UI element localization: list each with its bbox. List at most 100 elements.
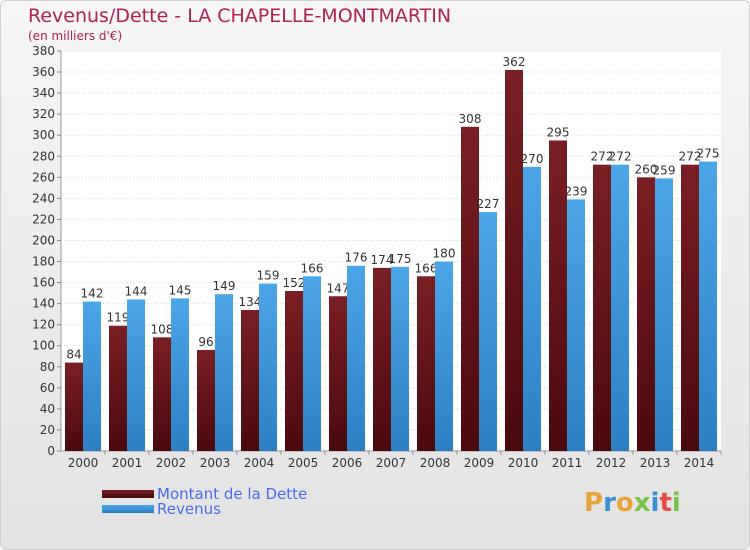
bar-revenue-2011 — [567, 199, 585, 451]
logo-letter: t — [659, 488, 672, 518]
bar-revenue-2001 — [127, 299, 145, 451]
y-tick-label: 160 — [32, 276, 55, 290]
data-label-debt: 272 — [591, 150, 614, 164]
data-label-debt: 260 — [635, 162, 658, 176]
data-label-debt: 166 — [415, 261, 438, 275]
data-label-revenue: 142 — [81, 287, 104, 301]
bar-debt-2011 — [549, 140, 567, 451]
bar-revenue-2005 — [303, 276, 321, 451]
bar-revenue-2009 — [479, 212, 497, 451]
bar-revenue-2008 — [435, 261, 453, 451]
y-tick-label: 280 — [32, 149, 55, 163]
legend-swatch-revenue — [102, 505, 154, 513]
x-tick-label: 2000 — [68, 456, 99, 470]
x-tick-label: 2004 — [244, 456, 275, 470]
x-tick-label: 2002 — [156, 456, 187, 470]
y-tick-label: 240 — [32, 191, 55, 205]
bar-debt-2000 — [65, 362, 83, 451]
bar-debt-2007 — [373, 267, 391, 451]
x-tick-label: 2012 — [596, 456, 627, 470]
chart-title: Revenus/Dette - LA CHAPELLE-MONTMARTIN — [28, 5, 452, 27]
bar-revenue-2002 — [171, 298, 189, 451]
bar-debt-2006 — [329, 296, 347, 451]
bar-revenue-2012 — [611, 164, 629, 451]
data-label-revenue: 144 — [125, 284, 148, 298]
y-tick-label: 260 — [32, 170, 55, 184]
chart-subtitle: (en milliers d'€) — [28, 29, 123, 43]
data-label-debt: 174 — [371, 253, 394, 267]
bar-debt-2005 — [285, 291, 303, 451]
x-tick-label: 2014 — [684, 456, 715, 470]
data-label-debt: 108 — [151, 322, 174, 336]
bar-revenue-2006 — [347, 265, 365, 451]
y-tick-label: 320 — [32, 107, 55, 121]
logo-letter: i — [650, 488, 660, 518]
x-tick-label: 2008 — [420, 456, 451, 470]
bar-revenue-2010 — [523, 166, 541, 451]
legend-swatch-debt — [102, 490, 154, 498]
data-label-debt: 152 — [283, 276, 306, 290]
data-label-debt: 308 — [459, 112, 482, 126]
y-tick-label: 300 — [32, 128, 55, 142]
bar-debt-2010 — [505, 69, 523, 452]
y-tick-label: 60 — [40, 381, 55, 395]
bar-debt-2004 — [241, 309, 259, 451]
y-tick-label: 40 — [40, 402, 55, 416]
logo-letter: P — [584, 488, 604, 518]
data-label-debt: 84 — [66, 348, 81, 362]
bar-revenue-2004 — [259, 283, 277, 451]
y-tick-label: 200 — [32, 233, 55, 247]
data-label-debt: 362 — [503, 55, 526, 69]
bar-debt-2002 — [153, 337, 171, 451]
bar-debt-2008 — [417, 276, 435, 451]
bar-revenue-2007 — [391, 266, 409, 451]
bar-debt-2012 — [593, 164, 611, 451]
x-tick-label: 2009 — [464, 456, 495, 470]
data-label-revenue: 149 — [213, 279, 236, 293]
x-tick-label: 2011 — [552, 456, 583, 470]
x-tick-label: 2005 — [288, 456, 319, 470]
data-label-revenue: 180 — [433, 247, 456, 261]
data-label-debt: 147 — [327, 281, 350, 295]
data-label-revenue: 275 — [697, 147, 720, 161]
x-tick-label: 2003 — [200, 456, 231, 470]
data-label-revenue: 227 — [477, 197, 500, 211]
x-tick-label: 2010 — [508, 456, 539, 470]
y-tick-label: 220 — [32, 212, 55, 226]
y-tick-label: 0 — [47, 444, 55, 458]
y-tick-label: 100 — [32, 339, 55, 353]
bar-revenue-2003 — [215, 294, 233, 451]
bar-debt-2014 — [681, 164, 699, 451]
y-tick-label: 140 — [32, 297, 55, 311]
logo-letter: i — [671, 488, 681, 518]
y-tick-label: 340 — [32, 86, 55, 100]
data-label-revenue: 239 — [565, 184, 588, 198]
bar-debt-2003 — [197, 349, 215, 451]
x-tick-label: 2013 — [640, 456, 671, 470]
data-label-debt: 119 — [107, 311, 130, 325]
bar-revenue-2013 — [655, 178, 673, 452]
y-tick-label: 360 — [32, 65, 55, 79]
y-tick-label: 380 — [32, 44, 55, 58]
bar-debt-2001 — [109, 325, 127, 451]
proxiti-logo: Proxiti — [584, 488, 681, 518]
data-label-debt: 134 — [239, 295, 262, 309]
data-label-revenue: 166 — [301, 261, 324, 275]
y-tick-label: 80 — [40, 360, 55, 374]
legend-label-debt: Montant de la Dette — [157, 485, 308, 503]
bar-debt-2013 — [637, 177, 655, 451]
y-tick-label: 180 — [32, 255, 55, 269]
bar-revenue-2000 — [83, 301, 101, 451]
x-tick-label: 2006 — [332, 456, 363, 470]
data-label-revenue: 259 — [653, 163, 676, 177]
x-tick-label: 2001 — [112, 456, 143, 470]
y-tick-label: 120 — [32, 318, 55, 332]
data-label-revenue: 270 — [521, 152, 544, 166]
data-label-revenue: 159 — [257, 269, 280, 283]
data-label-debt: 272 — [679, 150, 702, 164]
logo-letter: o — [615, 488, 634, 518]
y-tick-label: 20 — [40, 423, 55, 437]
x-tick-label: 2007 — [376, 456, 407, 470]
